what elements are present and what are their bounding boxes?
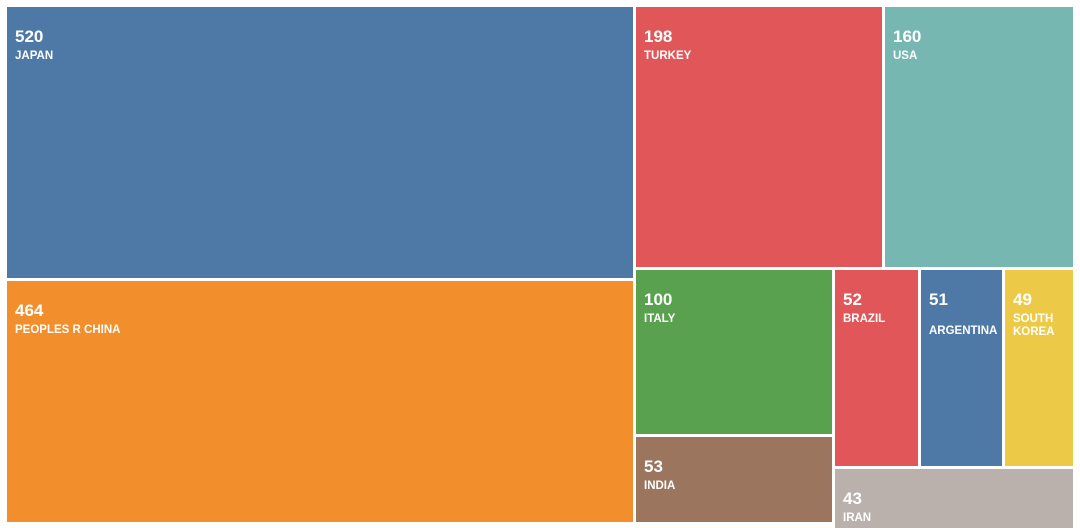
tile-italy: 100 ITALY (636, 270, 832, 434)
tile-label-peoples-r-china: PEOPLES R CHINA (15, 324, 121, 336)
tile-peoples-r-china: 464 PEOPLES R CHINA (7, 281, 633, 522)
tile-argentina: 51 ARGENTINA (921, 270, 1002, 466)
tile-value-india: 53 (644, 457, 663, 476)
tile-label-south-korea: SOUTH KOREA (1013, 313, 1055, 338)
tile-india: 53 INDIA (636, 437, 832, 522)
tile-value-japan: 520 (15, 27, 44, 46)
tile-label-brazil: BRAZIL (843, 313, 886, 325)
tile-value-brazil: 52 (843, 290, 862, 309)
tile-south-korea: 49 SOUTH KOREA (1005, 270, 1073, 466)
tile-value-turkey: 198 (644, 27, 673, 46)
tile-turkey: 198 TURKEY (636, 7, 882, 267)
tile-label-turkey: TURKEY (644, 50, 692, 62)
tile-usa: 160 USA (885, 7, 1073, 267)
tile-brazil: 52 BRAZIL (835, 270, 918, 466)
tile-label-usa: USA (893, 50, 918, 62)
tile-label-italy: ITALY (644, 313, 676, 325)
tile-iran: 43 IRAN (835, 469, 1073, 528)
tile-value-peoples-r-china: 464 (15, 301, 44, 320)
tile-label-argentina: ARGENTINA (929, 325, 998, 337)
tile-value-italy: 100 (644, 290, 673, 309)
tile-label-japan: JAPAN (15, 50, 54, 62)
tile-value-argentina: 51 (929, 290, 948, 309)
tile-value-usa: 160 (893, 27, 922, 46)
tile-label-india: INDIA (644, 480, 676, 492)
tile-value-iran: 43 (843, 489, 862, 508)
tile-value-south-korea: 49 (1013, 290, 1032, 309)
tile-japan: 520 JAPAN (7, 7, 633, 278)
tile-label-iran: IRAN (843, 512, 872, 524)
